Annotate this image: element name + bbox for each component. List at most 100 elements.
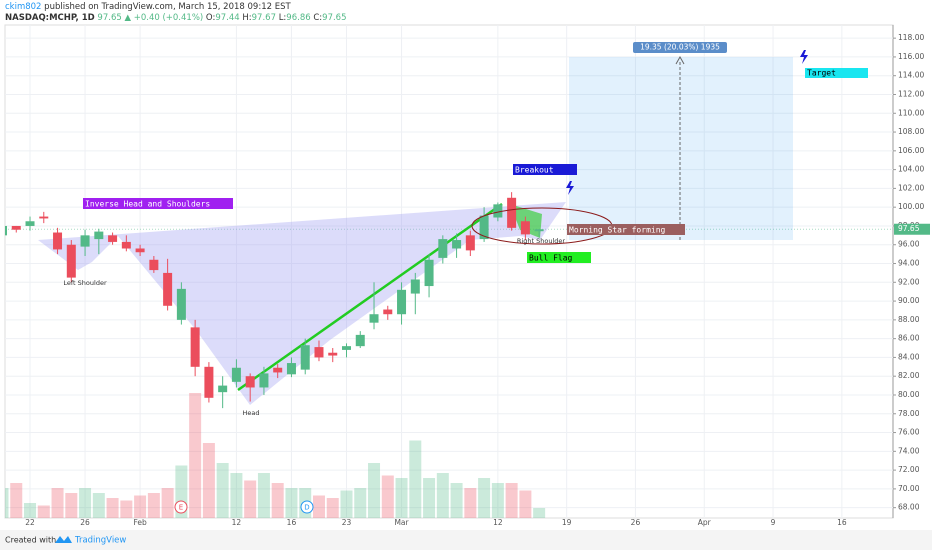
axes: 68.00 70.00 72.00 74.00 76.00 78.00 80.00 82.00…: [25, 33, 930, 527]
dividend-marker[interactable]: [300, 500, 314, 514]
y-tick-label: 96.00: [898, 240, 920, 249]
candle-body: [218, 385, 228, 393]
breakout-label: Breakout: [515, 166, 554, 175]
candle-body: [108, 235, 118, 242]
candle-body: [397, 289, 407, 315]
volume-bar: [51, 488, 64, 518]
trend-line: [237, 202, 503, 392]
candle-body: [300, 345, 310, 370]
volume-bar: [37, 505, 50, 518]
ohlc-value: 97.44: [215, 13, 239, 23]
breakout-box: [513, 164, 577, 175]
candle-body: [5, 225, 7, 236]
candle-body: [245, 376, 255, 388]
candle-body: [80, 235, 90, 247]
measure-label: 19.35 (20.03%) 1935: [640, 43, 720, 52]
volume-bar: [230, 473, 243, 518]
candle-body: [410, 279, 420, 294]
volume-bar: [464, 488, 477, 518]
bull-flag-box: [527, 252, 591, 263]
footer-brand[interactable]: TradingView: [74, 536, 126, 546]
candle-body: [163, 272, 173, 306]
candle-body: [121, 241, 131, 249]
volume-bar: [326, 498, 339, 518]
left-shoulder-label: Left Shoulder: [63, 279, 107, 287]
volume-bar: [161, 488, 174, 518]
candle-body: [424, 259, 434, 287]
x-tick-label: 12: [493, 518, 503, 527]
ohlc-value: 97.67: [252, 13, 276, 23]
target-label: Target: [807, 69, 836, 78]
y-tick-label: 74.00: [898, 446, 920, 455]
candle-body: [534, 229, 544, 232]
ohlc-label: O:: [206, 13, 215, 23]
volume-bar: [244, 480, 257, 518]
volume-bar: [409, 440, 422, 518]
morning-star-box: [567, 224, 685, 235]
grid: [5, 25, 893, 518]
morning-star-label: Morning Star forming: [569, 226, 666, 235]
x-tick-label: 26: [631, 518, 641, 527]
volume-bar: [216, 463, 229, 518]
measure-box: [633, 42, 727, 53]
candle-body: [342, 346, 351, 350]
volume-bar: [519, 490, 532, 518]
volume-bar: [147, 493, 160, 518]
ohlc-value: 97.65: [322, 13, 346, 23]
volume-bar: [354, 488, 367, 518]
volume-bar: [79, 488, 92, 518]
volume-bar: [368, 463, 381, 518]
ohlc-label: H:: [242, 13, 251, 23]
y-tick-label: 102.00: [898, 183, 924, 192]
y-tick-label: 72.00: [898, 465, 920, 474]
x-tick-label: 12: [232, 518, 242, 527]
candle-body: [149, 259, 159, 271]
volume-bar: [312, 495, 325, 518]
volume-bar: [340, 490, 353, 518]
volume-bar: [533, 508, 546, 518]
y-tick-label: 70.00: [898, 484, 920, 493]
earnings-label: E: [179, 504, 183, 512]
measure-arrow: [675, 55, 685, 65]
plot-frame: [4, 24, 894, 519]
volume-bar: [92, 493, 105, 518]
candle-body: [94, 231, 104, 240]
volume-bar: [10, 483, 23, 518]
candle-body: [190, 327, 200, 367]
volume-bar: [5, 488, 9, 518]
ohlc-label: C:: [313, 13, 322, 23]
pattern-box: [83, 198, 233, 209]
candle-body: [231, 367, 241, 382]
y-tick-label: 104.00: [898, 165, 924, 174]
header-line: ckim802 published on TradingView.com, Ma…: [5, 2, 291, 12]
candle-body: [465, 235, 475, 251]
earnings-marker[interactable]: [174, 500, 188, 514]
author[interactable]: ckim802: [5, 2, 41, 12]
pattern-label: Inverse Head and Shoulders: [85, 200, 210, 209]
dividend-label: D: [304, 504, 309, 512]
x-tick-label: 9: [771, 518, 776, 527]
x-tick-label: Mar: [394, 518, 409, 527]
candle-body: [11, 225, 21, 230]
candle-body: [25, 221, 35, 226]
y-tick-label: 114.00: [898, 71, 924, 80]
candle-body: [493, 204, 503, 218]
volume-bar: [120, 500, 133, 518]
price: 97.65: [97, 13, 121, 23]
brand-logo: [55, 536, 72, 543]
candle-body: [39, 216, 49, 219]
y-tick-label: 108.00: [898, 127, 924, 136]
y-tick-label: 76.00: [898, 428, 920, 437]
volume-bar: [436, 473, 449, 518]
bull-flag-label: Bull Flag: [529, 254, 573, 263]
volume-bar: [202, 443, 215, 518]
volume-bar: [423, 478, 436, 518]
x-tick-label: 23: [342, 518, 352, 527]
lightning-icon: [800, 50, 808, 64]
x-tick-label: 16: [837, 518, 847, 527]
y-tick-label: 94.00: [898, 259, 920, 268]
y-tick-label: 112.00: [898, 89, 924, 98]
candle-body: [53, 232, 63, 250]
